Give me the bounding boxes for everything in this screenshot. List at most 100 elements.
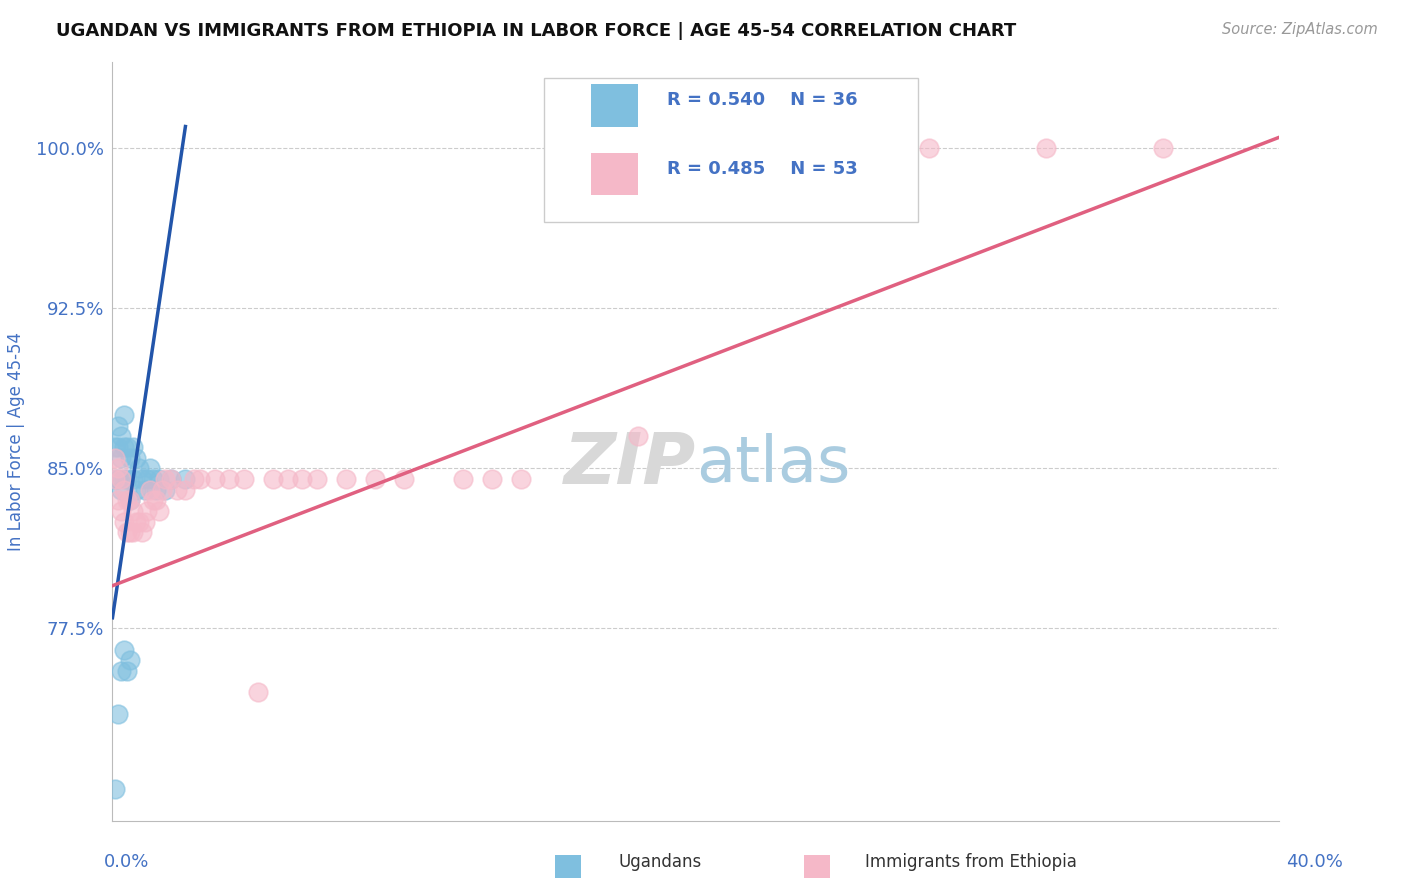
Point	[136, 472, 159, 486]
Point	[918, 141, 941, 155]
Point	[125, 450, 148, 465]
Point	[136, 504, 159, 518]
Point	[125, 515, 148, 529]
Point	[104, 472, 127, 486]
Point	[174, 483, 197, 497]
Point	[218, 472, 240, 486]
Point	[139, 483, 162, 497]
Point	[112, 440, 135, 454]
Text: R = 0.540    N = 36: R = 0.540 N = 36	[666, 91, 858, 110]
Point	[188, 472, 211, 486]
Point	[554, 141, 576, 155]
Point	[509, 472, 531, 486]
Point	[104, 781, 127, 796]
Point	[107, 472, 129, 486]
Point	[104, 472, 127, 486]
Point	[107, 461, 129, 475]
Point	[394, 472, 416, 486]
Text: atlas: atlas	[696, 434, 851, 495]
Point	[115, 440, 138, 454]
Point	[142, 472, 165, 486]
Text: R = 0.485    N = 53: R = 0.485 N = 53	[666, 160, 858, 178]
Point	[122, 525, 145, 540]
Point	[110, 450, 132, 465]
Point	[115, 493, 138, 508]
Point	[1035, 141, 1057, 155]
Point	[598, 141, 620, 155]
Point	[145, 493, 167, 508]
Text: Ugandans: Ugandans	[619, 853, 702, 871]
Point	[142, 493, 165, 508]
Point	[104, 440, 127, 454]
Point	[107, 440, 129, 454]
Point	[112, 483, 135, 497]
Point	[153, 472, 176, 486]
Point	[150, 483, 173, 497]
Point	[335, 472, 357, 486]
Point	[685, 141, 707, 155]
Point	[166, 483, 188, 497]
Point	[134, 483, 156, 497]
Point	[112, 408, 135, 422]
Point	[247, 685, 270, 699]
Text: Immigrants from Ethiopia: Immigrants from Ethiopia	[865, 853, 1077, 871]
Point	[122, 440, 145, 454]
Point	[148, 472, 170, 486]
Point	[627, 429, 650, 443]
Point	[112, 472, 135, 486]
Point	[160, 472, 183, 486]
Point	[145, 483, 167, 497]
Point	[110, 504, 132, 518]
FancyBboxPatch shape	[591, 153, 638, 195]
Point	[118, 653, 141, 667]
Point	[112, 642, 135, 657]
Point	[107, 493, 129, 508]
Point	[276, 472, 298, 486]
Point	[122, 504, 145, 518]
Point	[742, 141, 765, 155]
Point	[174, 472, 197, 486]
Point	[115, 472, 138, 486]
Point	[262, 472, 284, 486]
Point	[122, 472, 145, 486]
Point	[831, 141, 853, 155]
Point	[110, 472, 132, 486]
Point	[134, 515, 156, 529]
Point	[160, 472, 183, 486]
Point	[139, 461, 162, 475]
FancyBboxPatch shape	[544, 78, 918, 221]
Point	[118, 525, 141, 540]
Point	[107, 706, 129, 721]
Point	[131, 525, 153, 540]
Point	[153, 483, 176, 497]
FancyBboxPatch shape	[591, 85, 638, 127]
Text: 40.0%: 40.0%	[1286, 853, 1343, 871]
Point	[118, 493, 141, 508]
Point	[128, 515, 150, 529]
Point	[232, 472, 254, 486]
Point	[125, 483, 148, 497]
Point	[118, 493, 141, 508]
Point	[183, 472, 205, 486]
Point	[115, 664, 138, 678]
Point	[107, 418, 129, 433]
Text: 0.0%: 0.0%	[104, 853, 149, 871]
Point	[110, 483, 132, 497]
Point	[128, 461, 150, 475]
Point	[305, 472, 328, 486]
Point	[104, 450, 127, 465]
Point	[291, 472, 314, 486]
Point	[451, 472, 474, 486]
Point	[115, 525, 138, 540]
Y-axis label: In Labor Force | Age 45-54: In Labor Force | Age 45-54	[7, 332, 25, 551]
Point	[481, 472, 503, 486]
Point	[364, 472, 387, 486]
Point	[110, 664, 132, 678]
Point	[118, 450, 141, 465]
Point	[110, 429, 132, 443]
Text: ZIP: ZIP	[564, 430, 696, 499]
Point	[148, 504, 170, 518]
Point	[131, 472, 153, 486]
Text: Source: ZipAtlas.com: Source: ZipAtlas.com	[1222, 22, 1378, 37]
Point	[112, 515, 135, 529]
